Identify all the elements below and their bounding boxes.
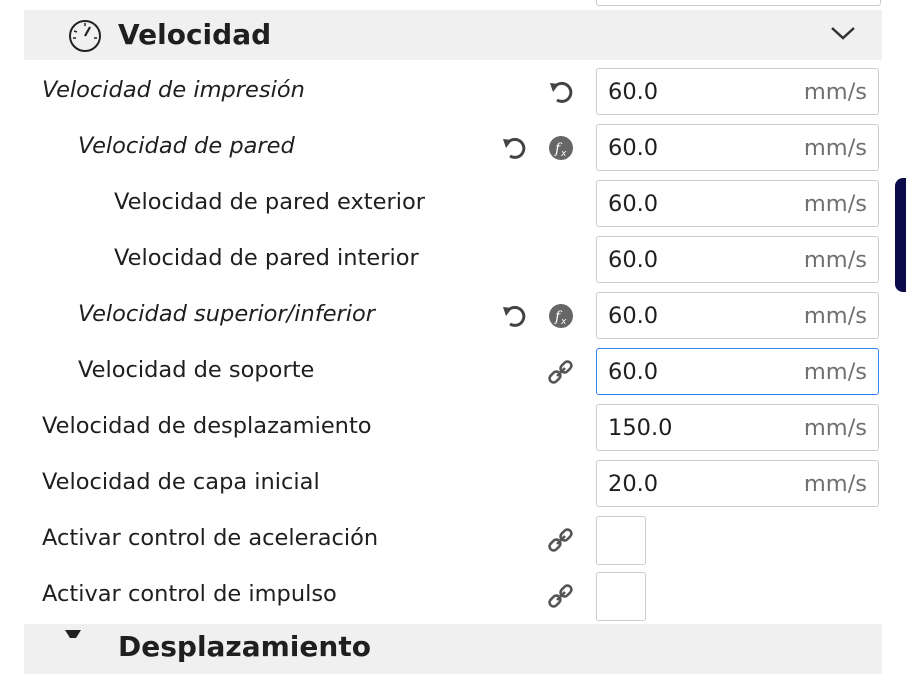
setting-row: Velocidad de pared interior 60.0 mm/s (0, 232, 906, 288)
setting-input[interactable]: 60.0 mm/s (596, 68, 879, 115)
link-icon[interactable] (548, 527, 574, 553)
reset-icon[interactable] (548, 79, 574, 105)
svg-text:f: f (554, 309, 563, 325)
speedometer-icon (69, 20, 101, 52)
setting-value: 20.0 (608, 471, 659, 497)
setting-row: Velocidad de pared exterior 60.0 mm/s (0, 176, 906, 232)
setting-input[interactable]: 20.0 mm/s (596, 460, 879, 507)
setting-row: Velocidad superior/inferior f x 60.0 mm/s (0, 288, 906, 344)
category-header-velocidad[interactable]: Velocidad (24, 10, 882, 60)
chevron-down-icon[interactable] (830, 24, 856, 42)
category-title: Velocidad (118, 18, 272, 51)
setting-input[interactable]: 60.0 mm/s (596, 292, 879, 339)
setting-value: 60.0 (608, 303, 659, 329)
setting-label: Velocidad de soporte (78, 357, 315, 383)
reset-icon[interactable] (501, 303, 527, 329)
setting-label: Velocidad de capa inicial (42, 469, 320, 495)
setting-unit: mm/s (803, 359, 867, 385)
setting-unit: mm/s (803, 191, 867, 217)
setting-value: 60.0 (608, 135, 659, 161)
category-title: Desplazamiento (118, 630, 371, 663)
setting-input[interactable]: 150.0 mm/s (596, 404, 879, 451)
side-panel-tab[interactable] (895, 178, 906, 292)
setting-label: Velocidad superior/inferior (78, 301, 376, 327)
previous-setting-input[interactable] (596, 0, 881, 6)
svg-text:f: f (554, 141, 563, 157)
setting-label: Activar control de aceleración (42, 525, 379, 551)
setting-row: Velocidad de soporte 60.0 mm/s (0, 344, 906, 400)
setting-checkbox[interactable] (596, 572, 646, 621)
setting-label: Activar control de impulso (42, 581, 337, 607)
setting-input[interactable]: 60.0 mm/s (596, 124, 879, 171)
setting-row: Activar control de aceleración (0, 512, 906, 568)
setting-unit: mm/s (803, 415, 867, 441)
setting-unit: mm/s (803, 247, 867, 273)
svg-text:x: x (560, 317, 567, 327)
link-icon[interactable] (548, 359, 574, 385)
setting-label: Velocidad de desplazamiento (42, 413, 372, 439)
reset-icon[interactable] (501, 135, 527, 161)
setting-value: 150.0 (608, 415, 673, 441)
setting-label: Velocidad de pared interior (114, 245, 419, 271)
setting-input[interactable]: 60.0 mm/s (596, 180, 879, 227)
setting-label: Velocidad de pared (78, 133, 295, 159)
setting-input[interactable]: 60.0 mm/s (596, 348, 879, 395)
setting-unit: mm/s (803, 303, 867, 329)
link-icon[interactable] (548, 583, 574, 609)
setting-value: 60.0 (608, 247, 659, 273)
setting-value: 60.0 (608, 359, 659, 385)
setting-value: 60.0 (608, 191, 659, 217)
category-header-desplazamiento[interactable]: Desplazamiento (24, 624, 882, 674)
setting-row: Velocidad de impresión 60.0 mm/s (0, 64, 906, 120)
setting-unit: mm/s (803, 471, 867, 497)
setting-unit: mm/s (803, 79, 867, 105)
travel-icon (65, 630, 81, 638)
setting-row: Velocidad de pared f x 60.0 mm/s (0, 120, 906, 176)
svg-text:x: x (560, 149, 567, 159)
setting-input[interactable]: 60.0 mm/s (596, 236, 879, 283)
setting-label: Velocidad de impresión (42, 77, 305, 103)
setting-unit: mm/s (803, 135, 867, 161)
setting-label: Velocidad de pared exterior (114, 189, 425, 215)
setting-value: 60.0 (608, 79, 659, 105)
setting-row: Activar control de impulso (0, 568, 906, 624)
setting-row: Velocidad de capa inicial 20.0 mm/s (0, 456, 906, 512)
setting-checkbox[interactable] (596, 516, 646, 565)
setting-row: Velocidad de desplazamiento 150.0 mm/s (0, 400, 906, 456)
